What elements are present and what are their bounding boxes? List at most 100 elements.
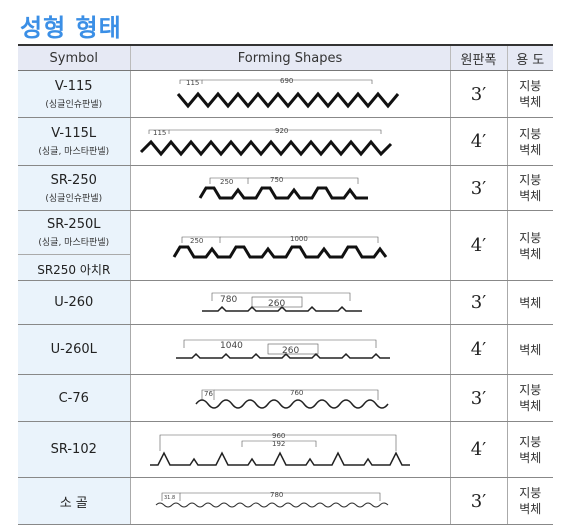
dim-label: 750 — [270, 176, 283, 184]
use-cell: 벽체 — [506, 280, 553, 325]
use-cell: 벽체 — [506, 324, 553, 375]
profile-u-260: 780 260 — [202, 292, 362, 312]
table-row: 소 골 31.8 780 3′ 지붕 벽체 — [18, 477, 553, 525]
use-item: 벽체 — [519, 502, 542, 516]
symbol-code: U-260L — [50, 342, 97, 357]
dim-label: 1040 — [220, 341, 243, 351]
symbol-code: C-76 — [58, 390, 89, 406]
profile-sr-250: 250 750 — [198, 176, 368, 200]
dim-label: 780 — [270, 491, 283, 499]
use-item: 벽체 — [519, 246, 542, 261]
page-title: 성형 형태 — [20, 14, 122, 42]
use-item: 지붕 — [519, 383, 542, 397]
shape-cell: 76 760 — [129, 374, 450, 422]
dim-label: 260 — [268, 299, 285, 309]
use-item: 벽체 — [519, 295, 542, 310]
symbol-extra: SR250 아치R — [37, 263, 111, 277]
use-cell: 지붕 벽체 — [506, 477, 553, 525]
use-cell: 지붕 벽체 — [506, 421, 553, 478]
shape-cell: 115 920 — [129, 117, 450, 166]
use-cell: 지붕 벽체 — [506, 210, 553, 281]
dim-label: 690 — [280, 77, 293, 85]
use-item: 벽체 — [519, 189, 542, 203]
symbol-sub: (싱글인슈판넬) — [45, 99, 103, 110]
dim-label: 192 — [272, 440, 285, 448]
symbol-cell: SR-250 (싱글인슈판넬) — [18, 165, 130, 211]
use-item: 지붕 — [519, 79, 542, 93]
use-cell: 지붕 벽체 — [506, 165, 553, 211]
table-row: C-76 76 760 3′ 지붕 벽체 — [18, 374, 553, 422]
table-header-row: Symbol Forming Shapes 원판폭 용 도 — [18, 44, 553, 71]
table-row: SR-250 (싱글인슈판넬) 250 750 3′ 지붕 — [18, 165, 553, 211]
table-row: V-115 (싱글인슈판넬) 115 690 3′ 지붕 — [18, 70, 553, 118]
dim-label: 920 — [275, 127, 288, 135]
width-cell: 3′ — [449, 165, 507, 211]
symbol-cell: 소 골 — [18, 477, 130, 525]
use-item: 벽체 — [519, 450, 542, 465]
symbol-code: SR-102 — [50, 442, 97, 457]
dim-label: 115 — [186, 79, 199, 87]
dim-label: 960 — [272, 432, 285, 440]
symbol-code: SR-250 — [50, 172, 97, 188]
dim-label: 760 — [290, 389, 303, 397]
profile-v-115l: 115 920 — [139, 127, 393, 156]
table-row: U-260L 1040 260 4′ 벽체 — [18, 324, 553, 375]
profile-sr-102: 960 192 — [150, 432, 410, 466]
use-item: 벽체 — [519, 342, 542, 357]
width-cell: 3′ — [449, 374, 507, 422]
symbol-code: SR-250L — [46, 217, 101, 232]
profile-v-115: 115 690 — [176, 77, 400, 109]
dim-label: 250 — [220, 178, 233, 186]
use-item: 지붕 — [519, 126, 542, 141]
shape-cell: 31.8 780 — [129, 477, 450, 525]
profile-u-260l: 1040 260 — [176, 339, 390, 359]
symbol-code: V-115 — [54, 78, 93, 94]
shape-cell: 960 192 — [129, 421, 450, 478]
shape-cell: 115 690 — [129, 70, 450, 118]
table-row: SR-102 960 192 4′ 지붕 벽체 — [18, 421, 553, 478]
use-item: 벽체 — [519, 399, 542, 413]
width-cell: 4′ — [449, 210, 507, 281]
header-width: 원판폭 — [449, 44, 507, 71]
symbol-code: 소 골 — [59, 495, 88, 511]
shape-cell: 250 1000 — [129, 210, 450, 281]
symbol-cell: SR-250L (싱글, 마스타판넬) SR250 아치R — [18, 210, 130, 281]
dim-label: 780 — [220, 295, 237, 305]
use-item: 지붕 — [519, 434, 542, 449]
use-item: 지붕 — [519, 173, 542, 187]
header-use: 용 도 — [506, 44, 553, 71]
symbol-cell: SR-102 — [18, 421, 130, 478]
forming-shapes-table: Symbol Forming Shapes 원판폭 용 도 V-115 (싱글인… — [18, 44, 553, 525]
width-cell: 4′ — [449, 421, 507, 478]
dim-label: 115 — [153, 129, 166, 137]
symbol-cell: U-260L — [18, 324, 130, 375]
table-row: V-115L (싱글, 마스타판넬) 115 920 4′ 지붕 — [18, 117, 553, 166]
use-item: 지붕 — [519, 486, 542, 500]
profile-c-76: 76 760 — [195, 389, 389, 409]
profile-sr-250l: 250 1000 — [172, 235, 388, 258]
width-cell: 4′ — [449, 117, 507, 166]
table-row: U-260 780 260 3′ 벽체 — [18, 280, 553, 325]
header-forming-shapes: Forming Shapes — [129, 44, 450, 71]
shape-cell: 1040 260 — [129, 324, 450, 375]
extra-symbol-wrap: SR250 아치R — [18, 254, 130, 280]
symbol-cell: U-260 — [18, 280, 130, 325]
table-row: SR-250L (싱글, 마스타판넬) SR250 아치R 250 1000 — [18, 210, 553, 281]
symbol-cell: C-76 — [18, 374, 130, 422]
width-cell: 3′ — [449, 477, 507, 525]
width-cell: 3′ — [449, 70, 507, 118]
symbol-cell: V-115L (싱글, 마스타판넬) — [18, 117, 130, 166]
symbol-sub: (싱글, 마스타판넬) — [38, 238, 110, 248]
symbol-code: V-115L — [51, 126, 97, 141]
width-cell: 3′ — [449, 280, 507, 325]
dim-label: 1000 — [290, 235, 308, 243]
dim-label: 31.8 — [164, 495, 175, 501]
symbol-cell: V-115 (싱글인슈판넬) — [18, 70, 130, 118]
symbol-code: U-260 — [54, 295, 94, 310]
shape-cell: 780 260 — [129, 280, 450, 325]
use-item: 지붕 — [519, 230, 542, 245]
use-cell: 지붕 벽체 — [506, 374, 553, 422]
symbol-sub: (싱글인슈판넬) — [45, 193, 103, 204]
use-item: 벽체 — [519, 95, 542, 109]
